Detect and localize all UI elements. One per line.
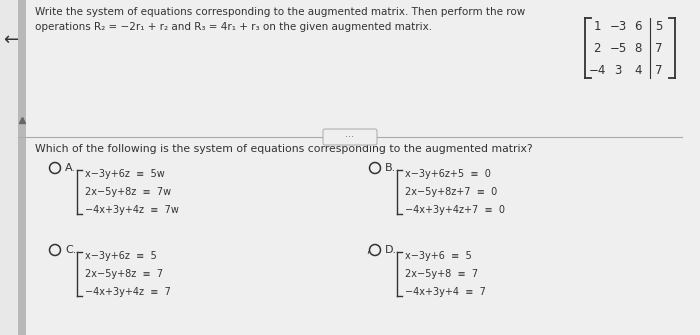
Text: ···: ··· bbox=[346, 132, 354, 142]
Text: x−3y+6z+5  ≡  0: x−3y+6z+5 ≡ 0 bbox=[405, 169, 491, 179]
FancyBboxPatch shape bbox=[323, 129, 377, 145]
Bar bbox=[18, 0, 26, 335]
Text: x−3y+6z  ≡  5: x−3y+6z ≡ 5 bbox=[85, 251, 157, 261]
Text: 8: 8 bbox=[634, 43, 642, 56]
Text: −4x+3y+4z  ≡  7: −4x+3y+4z ≡ 7 bbox=[85, 287, 171, 297]
Text: 5: 5 bbox=[655, 20, 663, 34]
Text: −4x+3y+4z+7  ≡  0: −4x+3y+4z+7 ≡ 0 bbox=[405, 205, 505, 215]
Text: B.: B. bbox=[385, 163, 396, 173]
Text: operations R₂ = −2r₁ + r₂ and R₃ = 4r₁ + r₃ on the given augmented matrix.: operations R₂ = −2r₁ + r₂ and R₃ = 4r₁ +… bbox=[35, 22, 432, 32]
Text: Write the system of equations corresponding to the augmented matrix. Then perfor: Write the system of equations correspond… bbox=[35, 7, 525, 17]
Text: x−3y+6z  ≡  5w: x−3y+6z ≡ 5w bbox=[85, 169, 164, 179]
Text: −4: −4 bbox=[588, 65, 606, 77]
Text: ,: , bbox=[366, 245, 370, 255]
Text: 2x−5y+8  ≡  7: 2x−5y+8 ≡ 7 bbox=[405, 269, 478, 279]
Text: x−3y+6  ≡  5: x−3y+6 ≡ 5 bbox=[405, 251, 472, 261]
Text: 6: 6 bbox=[634, 20, 642, 34]
Text: −5: −5 bbox=[610, 43, 627, 56]
Text: 3: 3 bbox=[615, 65, 622, 77]
Text: Which of the following is the system of equations corresponding to the augmented: Which of the following is the system of … bbox=[35, 144, 533, 154]
Text: 2x−5y+8z+7  ≡  0: 2x−5y+8z+7 ≡ 0 bbox=[405, 187, 497, 197]
Text: 7: 7 bbox=[655, 65, 663, 77]
Text: $\leftarrow$: $\leftarrow$ bbox=[0, 30, 20, 48]
Text: A.: A. bbox=[65, 163, 76, 173]
Text: 4: 4 bbox=[634, 65, 642, 77]
Text: −3: −3 bbox=[610, 20, 627, 34]
Text: 2: 2 bbox=[594, 43, 601, 56]
Text: 2x−5y+8z  ≡  7: 2x−5y+8z ≡ 7 bbox=[85, 269, 163, 279]
Text: −4x+3y+4z  ≡  7w: −4x+3y+4z ≡ 7w bbox=[85, 205, 179, 215]
Text: −4x+3y+4  ≡  7: −4x+3y+4 ≡ 7 bbox=[405, 287, 486, 297]
Text: 7: 7 bbox=[655, 43, 663, 56]
Text: C.: C. bbox=[65, 245, 76, 255]
Text: 1: 1 bbox=[594, 20, 601, 34]
Text: D.: D. bbox=[385, 245, 397, 255]
Text: 2x−5y+8z  ≡  7w: 2x−5y+8z ≡ 7w bbox=[85, 187, 171, 197]
